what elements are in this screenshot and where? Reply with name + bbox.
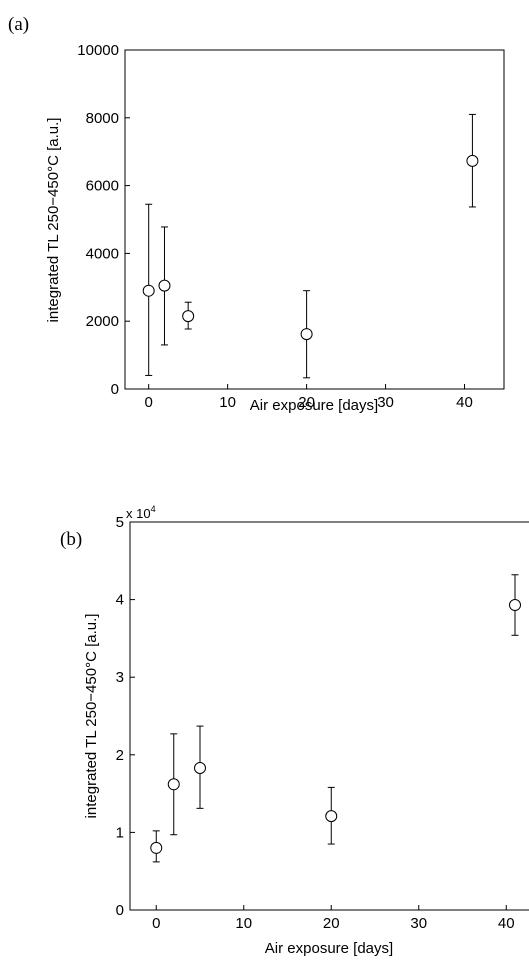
panel-b-axes-box: [129, 521, 529, 911]
panel-a-ytick-label: 2000: [86, 313, 119, 330]
panel-a-xtick-label: 0: [145, 394, 153, 411]
panel-b-ytick-label: 2: [116, 747, 124, 764]
panel-a-xtick-label: 30: [377, 394, 394, 411]
panel-a-data-point: [182, 301, 195, 330]
data-marker: [300, 328, 313, 341]
panel-a-label: (a): [8, 14, 29, 35]
panel-b-ytick-label: 0: [116, 902, 124, 919]
panel-b-data-point: [167, 733, 180, 836]
panel-b-xlabel: Air exposure [days]: [265, 940, 393, 957]
panel-b-xtick-label: 10: [235, 915, 252, 932]
panel-b-xtick-label: 40: [498, 915, 515, 932]
panel-b-ytick-label: 5: [116, 514, 124, 531]
panel-a-xtick-label: 40: [456, 394, 473, 411]
panel-a-xlabel: Air exposure [days]: [250, 397, 378, 414]
panel-b-ytick-label: 3: [116, 669, 124, 686]
data-marker: [325, 810, 338, 823]
panel-a-xtick-label: 10: [219, 394, 236, 411]
panel-b-ylabel: integrated TL 250−450°C [a.u.]: [83, 614, 100, 819]
panel-b-data-point: [509, 574, 521, 636]
panel-b-ticks: 0 10 20 30 40 0 1 2 3 4 5: [116, 514, 515, 932]
panel-b-xtick-label: 30: [410, 915, 427, 932]
panel-a-ytick-label: 8000: [86, 110, 119, 127]
panel-a-points: [142, 113, 479, 379]
panel-b-points: [150, 574, 521, 863]
data-marker: [509, 599, 521, 612]
panel-b-data-point: [150, 830, 163, 863]
panel-a-ytick-label: 10000: [77, 42, 119, 59]
data-marker: [194, 761, 206, 774]
panel-b-ytick-label: 4: [116, 592, 124, 609]
panel-a-xtick-label: 20: [298, 394, 315, 411]
panel-b-xtick-label: 0: [152, 915, 160, 932]
panel-a-ylabel: integrated TL 250−450°C [a.u.]: [45, 118, 62, 323]
panel-a-data-point: [158, 226, 171, 346]
data-marker: [182, 310, 195, 323]
panel-a-axes-box: [124, 49, 505, 390]
data-marker: [158, 279, 171, 292]
panel-b-ytick-label: 1: [116, 824, 124, 841]
panel-b-label: (b): [60, 529, 82, 550]
panel-a-ytick-label: 6000: [86, 178, 119, 195]
data-marker: [142, 284, 155, 297]
panel-a-data-point: [142, 203, 155, 376]
data-marker: [150, 841, 163, 854]
panel-b-multiplier: x 104: [126, 504, 156, 521]
panel-a-ytick-label: 0: [111, 381, 119, 398]
panel-a-ytick-label: 4000: [86, 245, 119, 262]
data-marker: [167, 778, 180, 791]
chart-panel-b: (b) x 104 0 10 20 30 40 0 1 2 3 4 5 Air exposure […: [60, 504, 529, 957]
panel-b-data-point: [194, 725, 206, 809]
data-marker: [466, 154, 479, 167]
panel-a-data-point: [300, 290, 313, 379]
panel-a-ticks: 0 10 20 30 40 0 2000 4000 6000 8000 10000: [77, 42, 473, 411]
panel-b-data-point: [325, 786, 338, 845]
panel-b-xtick-label: 20: [323, 915, 340, 932]
chart-panel-a: (a) 0 10 20 30 40 0 2000 4000 6000 8000 10000 Air …: [8, 14, 505, 414]
panel-a-data-point: [466, 113, 479, 208]
